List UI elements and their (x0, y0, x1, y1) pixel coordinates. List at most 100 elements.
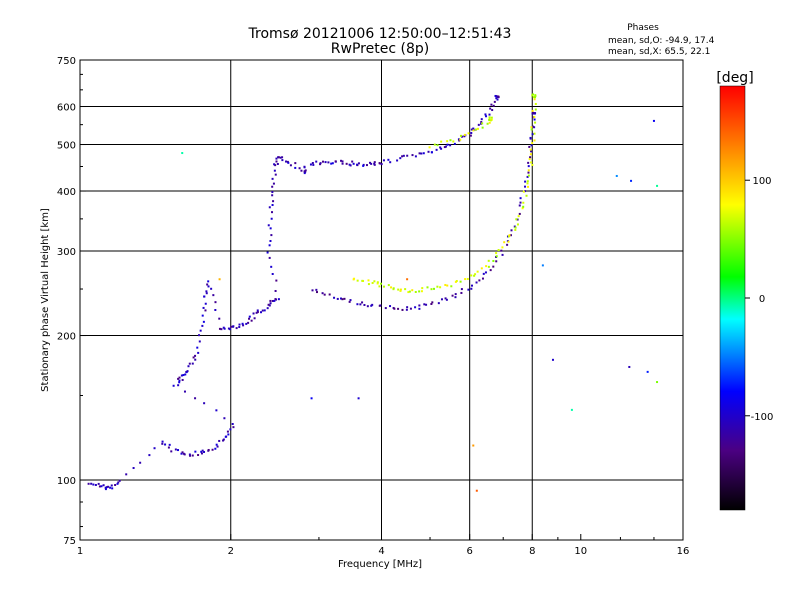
data-point (411, 154, 414, 157)
data-point (277, 156, 280, 159)
data-point (271, 272, 274, 275)
y-tick-label: 750 (57, 56, 76, 67)
data-point (490, 116, 493, 119)
data-point (529, 153, 532, 156)
data-point (570, 408, 573, 411)
data-point (516, 218, 519, 221)
data-point (531, 142, 534, 145)
data-point (194, 358, 197, 361)
data-points (87, 93, 659, 492)
data-point (94, 483, 97, 486)
data-point (472, 127, 475, 130)
data-point (475, 489, 478, 492)
data-point (148, 454, 151, 457)
data-point (533, 118, 536, 121)
data-point (271, 204, 274, 207)
data-point (514, 226, 517, 229)
data-point (168, 443, 171, 446)
data-point (187, 365, 190, 368)
data-point (370, 162, 373, 165)
data-point (177, 377, 180, 380)
data-point (172, 384, 175, 387)
colorbar-tick-label: -100 (751, 412, 774, 423)
data-point (534, 121, 537, 124)
data-point (180, 452, 183, 455)
data-point (531, 109, 534, 112)
data-point (211, 448, 214, 451)
data-point (488, 117, 491, 120)
data-point (170, 450, 173, 453)
data-point (328, 293, 331, 296)
data-point (514, 228, 517, 231)
data-point (531, 94, 534, 97)
data-point (303, 172, 306, 175)
x-axis-label: Frequency [MHz] (338, 559, 422, 570)
data-point (422, 152, 425, 155)
data-point (387, 158, 390, 161)
data-point (401, 308, 404, 311)
data-point (177, 384, 180, 387)
colorbar-tick-label: 100 (752, 176, 771, 187)
data-point (271, 211, 274, 214)
data-point (433, 287, 436, 290)
data-point (336, 297, 339, 300)
data-point (339, 297, 342, 300)
data-point (107, 485, 110, 488)
data-point (414, 290, 417, 293)
data-point (494, 94, 497, 97)
data-point (189, 454, 192, 457)
data-point (529, 156, 532, 159)
data-point (475, 128, 478, 131)
data-point (102, 484, 105, 487)
data-point (463, 135, 466, 138)
data-point (414, 306, 417, 309)
data-point (198, 340, 201, 343)
data-point (214, 447, 217, 450)
data-point (507, 240, 510, 243)
data-point (109, 486, 112, 489)
data-point (411, 289, 414, 292)
data-point (382, 159, 385, 162)
data-point (90, 482, 93, 485)
data-point (656, 184, 659, 187)
data-point (472, 444, 475, 447)
data-point (227, 433, 230, 436)
data-point (503, 241, 506, 244)
data-point (496, 98, 499, 101)
chart-title: Tromsø 20121006 12:50:00–12:51:43 (248, 26, 512, 42)
data-point (506, 243, 509, 246)
y-tick-label: 500 (57, 141, 76, 152)
data-point (230, 325, 233, 328)
data-point (454, 293, 457, 296)
data-point (216, 445, 219, 448)
data-point (294, 162, 297, 165)
data-point (488, 113, 491, 116)
y-tick-label: 75 (63, 536, 76, 547)
data-point (181, 451, 184, 454)
y-tick-label: 400 (57, 187, 76, 198)
data-point (371, 281, 374, 284)
data-point (269, 227, 272, 230)
data-point (139, 461, 142, 464)
data-point (433, 143, 436, 146)
data-point (192, 356, 195, 359)
data-point (215, 443, 218, 446)
data-point (470, 131, 473, 134)
data-point (361, 301, 364, 304)
data-point (389, 161, 392, 164)
data-point (472, 129, 475, 132)
data-point (615, 174, 618, 177)
data-point (182, 374, 185, 377)
data-point (174, 448, 177, 451)
data-point (341, 298, 344, 301)
data-point (406, 154, 409, 157)
data-point (125, 473, 128, 476)
data-point (214, 308, 217, 311)
data-point (380, 163, 383, 166)
x-tick-label: 16 (677, 546, 690, 557)
data-point (285, 160, 288, 163)
data-point (87, 482, 90, 485)
data-point (357, 162, 360, 165)
data-point (401, 155, 404, 158)
data-point (459, 134, 462, 137)
